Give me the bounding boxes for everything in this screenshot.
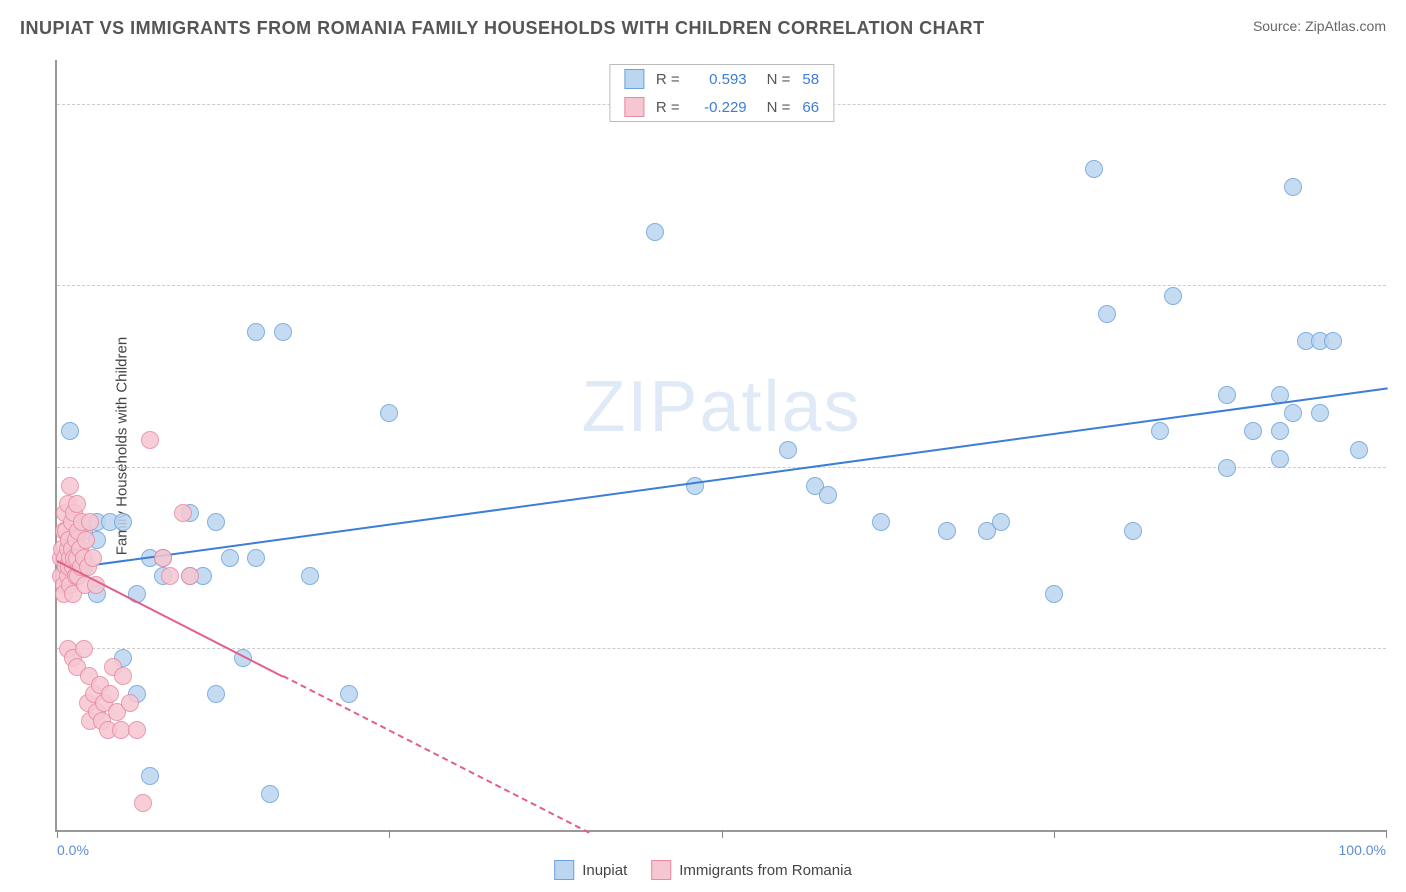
data-point — [84, 549, 102, 567]
data-point — [247, 549, 265, 567]
data-point — [75, 640, 93, 658]
data-point — [872, 513, 890, 531]
x-tick — [1386, 830, 1387, 838]
data-point — [128, 721, 146, 739]
legend-swatch — [651, 860, 671, 880]
y-tick-label: 20.0% — [1391, 625, 1406, 641]
data-point — [1085, 160, 1103, 178]
legend-r-label: R = — [656, 71, 680, 88]
legend-r-value: 0.593 — [692, 71, 747, 88]
data-point — [1151, 422, 1169, 440]
data-point — [1164, 287, 1182, 305]
legend-swatch — [624, 97, 644, 117]
gridline-horizontal — [57, 285, 1386, 286]
data-point — [686, 477, 704, 495]
x-tick — [1054, 830, 1055, 838]
data-point — [1271, 450, 1289, 468]
gridline-horizontal — [57, 467, 1386, 468]
watermark: ZIPatlas — [581, 366, 861, 448]
legend-series-label: Immigrants from Romania — [679, 862, 852, 879]
legend-n-label: N = — [767, 71, 791, 88]
data-point — [121, 694, 139, 712]
regression-line-extrapolated — [283, 675, 590, 833]
legend-r-label: R = — [656, 99, 680, 116]
x-tick — [57, 830, 58, 838]
data-point — [174, 504, 192, 522]
data-point — [1284, 404, 1302, 422]
y-tick-label: 40.0% — [1391, 444, 1406, 460]
data-point — [207, 513, 225, 531]
data-point — [181, 567, 199, 585]
chart-title: INUPIAT VS IMMIGRANTS FROM ROMANIA FAMIL… — [20, 18, 985, 39]
data-point — [101, 685, 119, 703]
y-tick-label: 80.0% — [1391, 81, 1406, 97]
data-point — [207, 685, 225, 703]
legend-series-item: Inupiat — [554, 860, 627, 880]
data-point — [1218, 459, 1236, 477]
scatter-plot: ZIPatlas R =0.593N =58R =-0.229N =66 20.… — [55, 60, 1386, 832]
data-point — [1124, 522, 1142, 540]
data-point — [1284, 178, 1302, 196]
x-tick-label: 0.0% — [57, 842, 89, 858]
correlation-legend: R = 0.593 N = 58 R = -0.229 N = 66 — [609, 64, 834, 122]
data-point — [161, 567, 179, 585]
x-tick — [722, 830, 723, 838]
data-point — [1271, 422, 1289, 440]
data-point — [1244, 422, 1262, 440]
data-point — [221, 549, 239, 567]
legend-correlation-row: R = -0.229 N = 66 — [610, 93, 833, 121]
data-point — [779, 441, 797, 459]
x-tick-label: 100.0% — [1339, 842, 1386, 858]
data-point — [114, 513, 132, 531]
gridline-horizontal — [57, 648, 1386, 649]
source-label: Source: ZipAtlas.com — [1253, 18, 1386, 34]
data-point — [1045, 585, 1063, 603]
regression-line — [57, 387, 1388, 571]
data-point — [134, 794, 152, 812]
x-tick — [389, 830, 390, 838]
data-point — [1218, 386, 1236, 404]
legend-n-value: 66 — [802, 99, 819, 116]
legend-swatch — [554, 860, 574, 880]
data-point — [380, 404, 398, 422]
data-point — [992, 513, 1010, 531]
data-point — [646, 223, 664, 241]
data-point — [61, 422, 79, 440]
y-tick-label: 60.0% — [1391, 262, 1406, 278]
data-point — [81, 513, 99, 531]
data-point — [61, 477, 79, 495]
chart-area: Family Households with Children ZIPatlas… — [55, 60, 1386, 832]
legend-correlation-row: R = 0.593 N = 58 — [610, 65, 833, 93]
data-point — [274, 323, 292, 341]
legend-n-value: 58 — [802, 71, 819, 88]
legend-series-label: Inupiat — [582, 862, 627, 879]
data-point — [340, 685, 358, 703]
data-point — [301, 567, 319, 585]
legend-n-label: N = — [767, 99, 791, 116]
data-point — [77, 531, 95, 549]
series-legend: Inupiat Immigrants from Romania — [554, 860, 852, 880]
data-point — [247, 323, 265, 341]
legend-series-item: Immigrants from Romania — [651, 860, 852, 880]
data-point — [141, 767, 159, 785]
data-point — [938, 522, 956, 540]
data-point — [261, 785, 279, 803]
legend-swatch — [624, 69, 644, 89]
data-point — [154, 549, 172, 567]
data-point — [819, 486, 837, 504]
data-point — [1098, 305, 1116, 323]
data-point — [114, 667, 132, 685]
data-point — [141, 431, 159, 449]
data-point — [1350, 441, 1368, 459]
legend-r-value: -0.229 — [692, 99, 747, 116]
data-point — [68, 495, 86, 513]
data-point — [1311, 404, 1329, 422]
data-point — [1324, 332, 1342, 350]
